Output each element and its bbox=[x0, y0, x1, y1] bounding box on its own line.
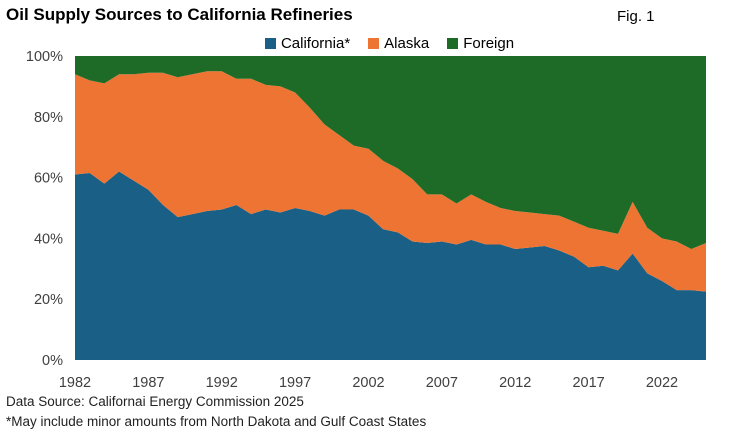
legend-label-alaska: Alaska bbox=[384, 35, 430, 52]
chart-legend: California* Alaska Foreign bbox=[0, 35, 739, 52]
y-tick-label: 40% bbox=[34, 231, 63, 247]
legend-swatch-alaska bbox=[368, 38, 380, 49]
footnote-asterisk: *May include minor amounts from North Da… bbox=[6, 414, 427, 429]
x-tick-label: 2002 bbox=[352, 375, 384, 391]
x-tick-label: 1992 bbox=[206, 375, 238, 391]
area-foreign bbox=[75, 56, 706, 250]
y-tick-label: 100% bbox=[26, 49, 63, 65]
data-source-note: Data Source: Californai Energy Commissio… bbox=[6, 394, 304, 409]
y-tick-label: 0% bbox=[42, 353, 63, 369]
chart-title: Oil Supply Sources to California Refiner… bbox=[6, 5, 353, 24]
legend-item-california: California* bbox=[264, 35, 351, 52]
x-tick-label: 2022 bbox=[646, 375, 678, 391]
y-tick-label: 20% bbox=[34, 292, 63, 308]
figure-label: Fig. 1 bbox=[617, 8, 655, 25]
y-tick-label: 80% bbox=[34, 110, 63, 126]
area-california bbox=[75, 171, 706, 360]
legend-item-alaska: Alaska bbox=[368, 35, 429, 52]
x-tick-label: 1982 bbox=[59, 375, 91, 391]
x-axis-ticks: 1982 1987 1992 1997 2002 2007 2012 2017 2022 bbox=[59, 375, 678, 391]
legend-item-foreign: Foreign bbox=[447, 35, 514, 52]
x-tick-label: 2007 bbox=[426, 375, 458, 391]
x-tick-label: 1987 bbox=[132, 375, 164, 391]
area-series-group bbox=[75, 56, 706, 360]
y-axis-ticks: 0% 20% 40% 60% 80% 100% bbox=[26, 49, 63, 369]
area-alaska bbox=[75, 71, 706, 292]
x-tick-label: 1997 bbox=[279, 375, 311, 391]
x-tick-label: 2017 bbox=[572, 375, 604, 391]
y-tick-label: 60% bbox=[34, 171, 63, 187]
legend-swatch-foreign bbox=[447, 38, 459, 49]
legend-swatch-california bbox=[264, 38, 276, 49]
legend-label-foreign: Foreign bbox=[463, 35, 515, 52]
x-tick-label: 2012 bbox=[499, 375, 531, 391]
legend-label-california: California* bbox=[280, 35, 351, 52]
